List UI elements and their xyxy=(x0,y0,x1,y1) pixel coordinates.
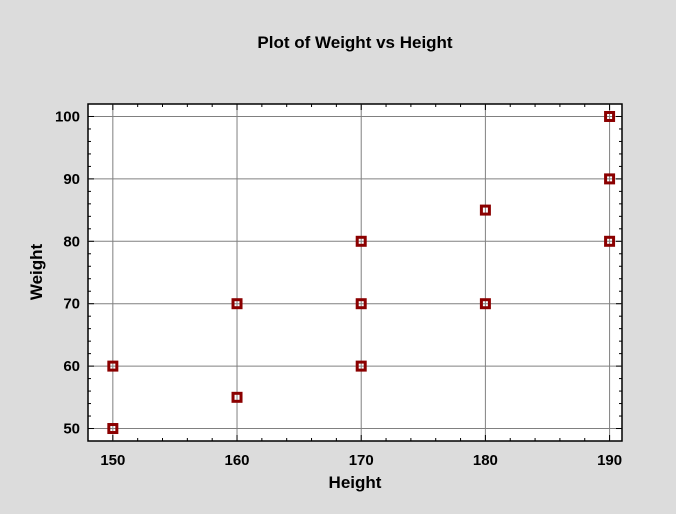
data-point xyxy=(479,204,491,216)
data-point xyxy=(604,235,616,247)
data-point xyxy=(355,298,367,310)
x-tick-label: 180 xyxy=(473,452,498,469)
ticks: 150 160 170 180 190 50 60 70 80 90 100 xyxy=(55,104,622,469)
y-tick-label: 60 xyxy=(63,358,80,375)
data-points xyxy=(107,110,616,435)
x-axis-label: Height xyxy=(329,473,382,492)
x-tick-label: 190 xyxy=(597,452,622,469)
chart-title: Plot of Weight vs Height xyxy=(257,33,453,52)
y-tick-label: 50 xyxy=(63,421,80,438)
data-point xyxy=(604,110,616,122)
y-axis-label: Weight xyxy=(27,243,46,300)
grid xyxy=(88,104,622,441)
x-tick-label: 170 xyxy=(349,452,374,469)
y-tick-label: 100 xyxy=(55,108,80,125)
y-tick-label: 80 xyxy=(63,233,80,250)
data-point xyxy=(604,173,616,185)
y-tick-label: 70 xyxy=(63,296,80,313)
data-point xyxy=(107,360,119,372)
data-point xyxy=(355,360,367,372)
x-tick-label: 150 xyxy=(100,452,125,469)
plot-area xyxy=(87,103,623,442)
data-point xyxy=(355,235,367,247)
x-tick-label: 160 xyxy=(225,452,250,469)
data-point xyxy=(231,391,243,403)
y-tick-label: 90 xyxy=(63,171,80,188)
data-point xyxy=(231,298,243,310)
data-point xyxy=(107,423,119,435)
data-point xyxy=(479,298,491,310)
